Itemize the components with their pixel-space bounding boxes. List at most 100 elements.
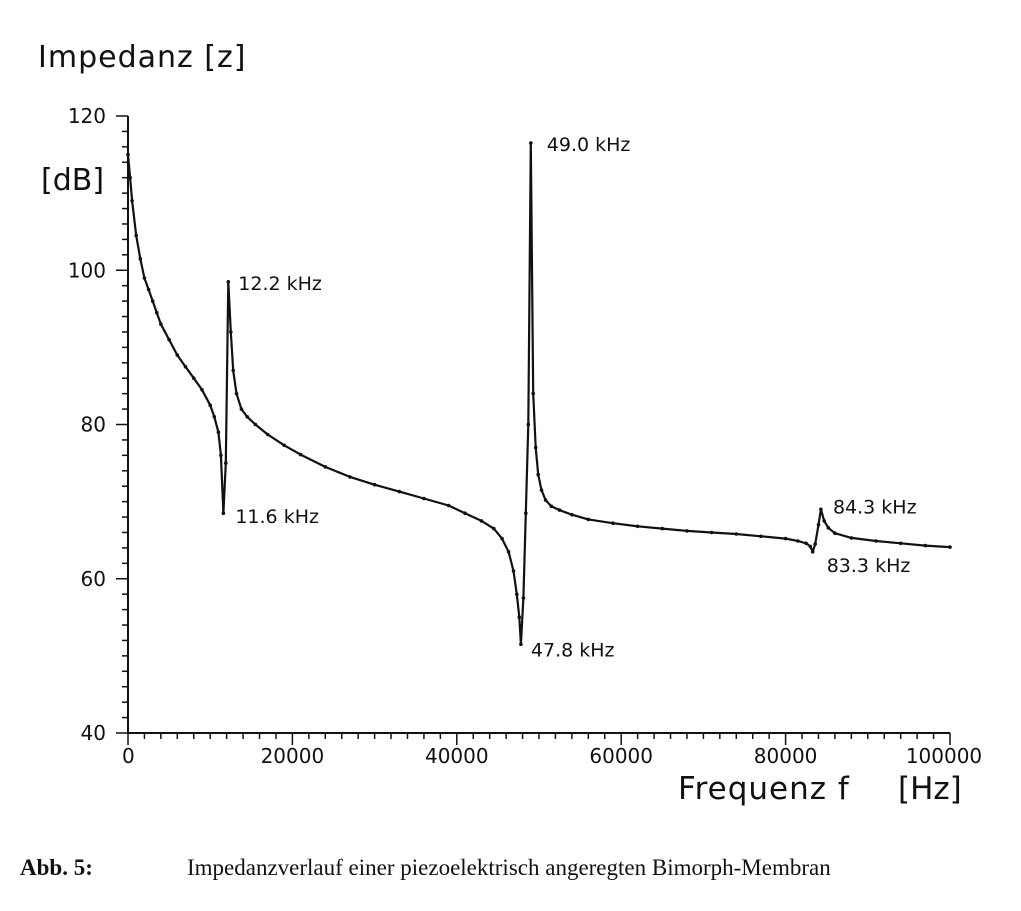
figure-caption-text: Impedanzverlauf einer piezoelektrisch an…: [187, 855, 831, 880]
data-point: [226, 280, 231, 284]
data-point: [813, 542, 817, 546]
data-point: [372, 482, 377, 487]
data-point: [155, 310, 159, 315]
data-point: [265, 432, 270, 437]
data-point: [521, 596, 526, 600]
data-point: [323, 465, 328, 469]
data-point: [348, 475, 352, 479]
x-tick-label: 60000: [589, 744, 653, 768]
data-point: [543, 498, 548, 502]
data-point: [808, 544, 813, 549]
data-point: [245, 415, 249, 419]
data-point: [142, 276, 147, 280]
data-point: [804, 541, 808, 546]
data-point: [446, 503, 451, 508]
data-point: [282, 443, 287, 448]
data-point: [506, 550, 511, 554]
data-point: [422, 496, 426, 501]
data-point: [948, 545, 952, 549]
data-point: [819, 507, 823, 512]
data-point: [822, 519, 826, 523]
data-point: [515, 592, 519, 596]
data-point: [492, 526, 496, 531]
data-point: [229, 330, 233, 334]
data-point: [519, 642, 523, 647]
y-tick-label: 100: [68, 258, 106, 282]
data-point: [759, 534, 763, 539]
data-point: [529, 141, 533, 145]
data-point: [570, 512, 574, 517]
data-point: [146, 287, 151, 292]
data-point: [810, 550, 815, 554]
data-point: [159, 322, 163, 327]
data-point: [208, 403, 212, 408]
y-axis-title: Impedanz [z]: [38, 40, 247, 75]
data-point: [138, 256, 143, 261]
data-point: [231, 368, 235, 373]
data-point: [557, 508, 562, 512]
data-point: [463, 511, 467, 515]
y-tick-label: 40: [81, 721, 106, 745]
data-point: [126, 152, 130, 157]
x-tick-label: 80000: [754, 744, 818, 768]
data-point: [134, 233, 138, 238]
figure-caption-label: Abb. 5:: [20, 855, 93, 880]
data-point: [500, 536, 504, 541]
peak-annotation: 83.3 kHz: [827, 555, 911, 577]
data-point: [586, 517, 591, 522]
data-point: [167, 337, 171, 342]
data-point: [479, 519, 484, 523]
peak-annotation: 49.0 kHz: [547, 134, 631, 156]
data-point: [128, 175, 132, 180]
x-tick-label: 40000: [425, 744, 489, 768]
data-point: [511, 569, 516, 573]
data-point: [216, 430, 221, 435]
data-point: [874, 539, 878, 543]
data-point: [397, 489, 402, 494]
impedance-series-line: [126, 141, 951, 646]
data-point: [539, 488, 544, 492]
data-point: [734, 532, 739, 536]
data-point: [224, 461, 228, 465]
data-point: [816, 523, 821, 527]
data-point: [796, 539, 800, 543]
x-axis-unit: [Hz]: [898, 771, 962, 807]
data-point: [253, 422, 258, 427]
x-tick-label: 0: [122, 744, 135, 768]
data-point: [183, 364, 188, 369]
data-point: [826, 526, 831, 530]
peak-annotation: 12.2 kHz: [238, 273, 322, 295]
data-point: [531, 391, 535, 396]
chart-annotations: 12.2 kHz 11.6 kHz 49.0 kHz 47.8 kHz 84.3 kHz…: [235, 134, 916, 661]
data-point: [234, 391, 239, 396]
data-point: [549, 504, 554, 509]
data-point: [635, 524, 640, 529]
data-point: [219, 453, 223, 458]
data-point: [685, 529, 689, 533]
y-tick-label: 60: [81, 567, 106, 591]
data-point: [130, 199, 134, 203]
data-point: [150, 299, 155, 303]
data-point: [611, 521, 615, 525]
data-point: [833, 531, 837, 535]
data-point: [526, 422, 531, 427]
data-point: [660, 526, 665, 531]
data-point: [709, 530, 714, 535]
y-axis-unit: [dB]: [41, 163, 105, 198]
data-point: [536, 472, 540, 477]
data-point: [898, 541, 903, 546]
x-tick-label: 100000: [906, 744, 982, 768]
x-tick-label: 20000: [261, 744, 325, 768]
data-point: [849, 536, 854, 540]
peak-annotation: 84.3 kHz: [833, 496, 917, 518]
peak-annotation: 47.8 kHz: [531, 639, 615, 661]
data-point: [175, 353, 180, 357]
data-point: [298, 452, 303, 457]
chart-ticks: 0 20000 40000 60000 80000 100000 40 60 80 100 120: [68, 104, 982, 768]
x-axis-title: Frequenz f: [678, 771, 850, 807]
y-tick-label: 80: [81, 413, 106, 437]
data-point: [517, 615, 522, 620]
chart-plot-area: [126, 141, 952, 647]
